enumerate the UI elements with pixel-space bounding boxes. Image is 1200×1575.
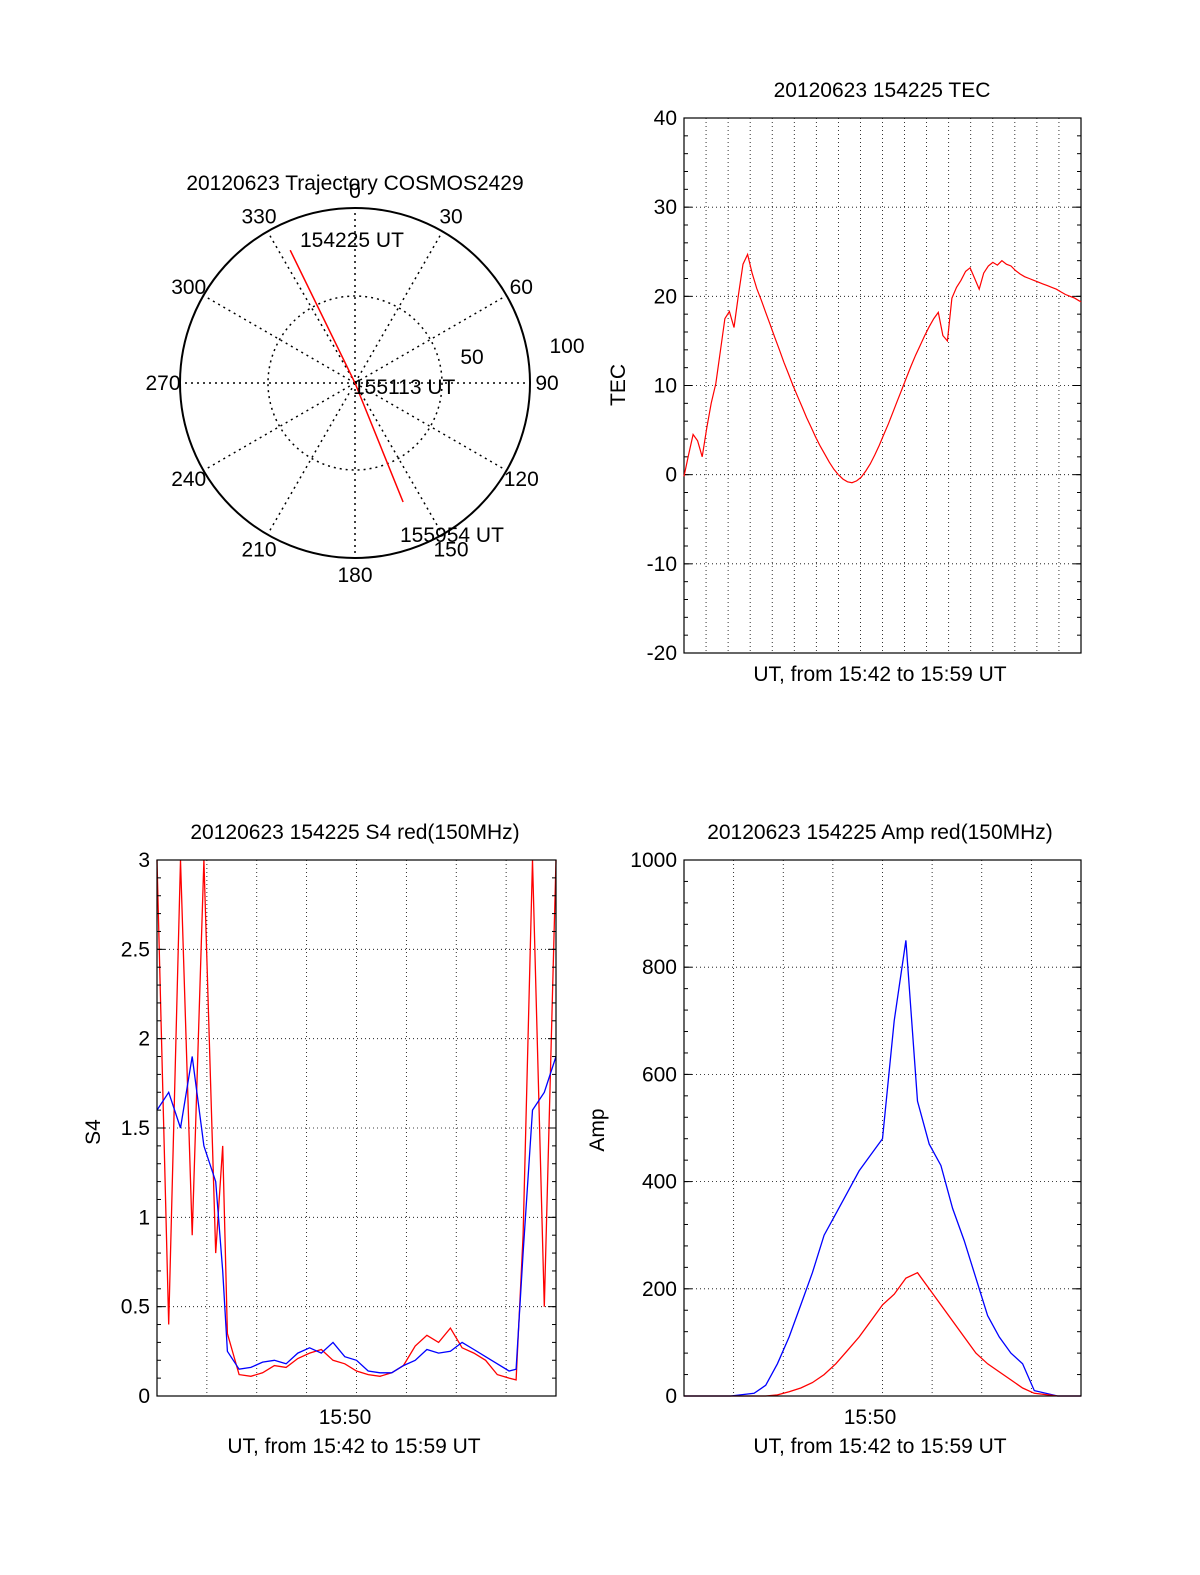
polar-azimuth-label: 0 — [349, 180, 361, 203]
y-tick-label: 0 — [665, 464, 677, 487]
amp-panel: 20120623 154225 Amp red(150MHz) 0 200 400 6… — [586, 821, 1082, 1458]
polar-title: 20120623 Trajectory COSMOS2429 — [186, 172, 523, 195]
y-tick-label: 3 — [138, 849, 150, 872]
y-tick-label: 40 — [654, 107, 677, 130]
tec-grid — [684, 117, 1081, 654]
polar-spoke — [266, 382, 356, 535]
polar-spoke — [266, 231, 356, 384]
s4-title: 20120623 154225 S4 red(150MHz) — [190, 821, 519, 844]
polar-azimuth-label: 150 — [433, 538, 468, 561]
polar-spokes — [180, 208, 530, 558]
s4-grid — [157, 859, 556, 1397]
amp-title: 20120623 154225 Amp red(150MHz) — [707, 821, 1053, 844]
y-tick-label: 0 — [665, 1385, 677, 1408]
polar-spoke — [354, 382, 507, 472]
amp-series-red — [684, 1271, 1081, 1397]
polar-annotation-start: 154225 UT — [300, 229, 404, 252]
s4-ylabel: S4 — [82, 1119, 105, 1145]
y-tick-label: 1.5 — [121, 1117, 150, 1140]
polar-ring-50 — [267, 295, 443, 471]
y-tick-label: 800 — [642, 956, 677, 979]
y-tick-label: 200 — [642, 1278, 677, 1301]
s4-series-red — [156, 859, 557, 1381]
amp-ylabel: Amp — [586, 1108, 609, 1151]
polar-azimuth-label: 30 — [439, 206, 462, 229]
y-tick-label: 10 — [654, 375, 677, 398]
s4-xlabel: UT, from 15:42 to 15:59 UT — [227, 1435, 480, 1458]
polar-trajectory-line — [289, 249, 404, 503]
s4-series-blue — [156, 1056, 557, 1374]
polar-spoke — [354, 382, 444, 535]
y-tick-label: 1000 — [630, 849, 677, 872]
polar-azimuth-label: 90 — [535, 372, 558, 395]
y-tick-label: 2.5 — [121, 938, 150, 961]
polar-azimuth-label: 330 — [241, 206, 276, 229]
polar-azimuth-label: 180 — [337, 564, 372, 587]
y-tick-label: 400 — [642, 1171, 677, 1194]
y-tick-label: -20 — [647, 642, 677, 665]
polar-spoke — [203, 294, 356, 384]
polar-spoke — [203, 382, 356, 472]
polar-ring-label-100: 100 — [549, 335, 584, 358]
s4-y-ticks: 0 0.5 1 1.5 2 2.5 3 — [121, 849, 556, 1408]
y-tick-label: 0.5 — [121, 1296, 150, 1319]
y-tick-label: 600 — [642, 1063, 677, 1086]
polar-azimuth-label: 210 — [241, 538, 276, 561]
polar-azimuth-label: 120 — [504, 468, 539, 491]
tec-xlabel: UT, from 15:42 to 15:59 UT — [753, 663, 1006, 686]
amp-xtick-1550: 15:50 — [844, 1406, 897, 1429]
polar-ring-label-50: 50 — [460, 346, 483, 369]
amp-xlabel: UT, from 15:42 to 15:59 UT — [753, 1435, 1006, 1458]
polar-panel: 20120623 Trajectory COSMOS2429 0 30 60 90 12… — [145, 172, 584, 587]
amp-plot-frame — [683, 859, 1082, 1397]
y-tick-label: -10 — [647, 553, 677, 576]
polar-azimuth-label: 240 — [171, 468, 206, 491]
amp-grid — [684, 859, 1081, 1397]
polar-spoke — [354, 294, 507, 384]
tec-title: 20120623 154225 TEC — [774, 79, 991, 102]
polar-annotation-mid: 155113 UT — [353, 376, 456, 399]
polar-spoke — [354, 231, 444, 384]
s4-panel: 20120623 154225 S4 red(150MHz) 0 0.5 1 1.5 2… — [82, 821, 557, 1458]
y-tick-label: 2 — [138, 1028, 150, 1051]
tec-ylabel: TEC — [607, 364, 630, 406]
s4-xtick-1550: 15:50 — [319, 1406, 372, 1429]
tec-series-red — [683, 252, 1082, 484]
polar-azimuth-label: 60 — [510, 276, 533, 299]
polar-azimuth-labels: 0 30 60 90 120 150 180 210 240 270 300 330 — [145, 180, 558, 587]
amp-y-ticks: 0 200 400 600 800 1000 — [630, 849, 1081, 1408]
y-tick-label: 30 — [654, 196, 677, 219]
y-tick-label: 1 — [138, 1206, 150, 1229]
polar-azimuth-label: 300 — [171, 276, 206, 299]
polar-annotation-end: 155954 UT — [400, 524, 504, 547]
polar-azimuth-label: 270 — [145, 372, 180, 395]
y-tick-label: 20 — [654, 285, 677, 308]
y-tick-label: 0 — [138, 1385, 150, 1408]
tec-y-ticks: -20 -10 0 10 20 30 40 — [647, 107, 1081, 665]
amp-series-blue — [684, 940, 1081, 1397]
